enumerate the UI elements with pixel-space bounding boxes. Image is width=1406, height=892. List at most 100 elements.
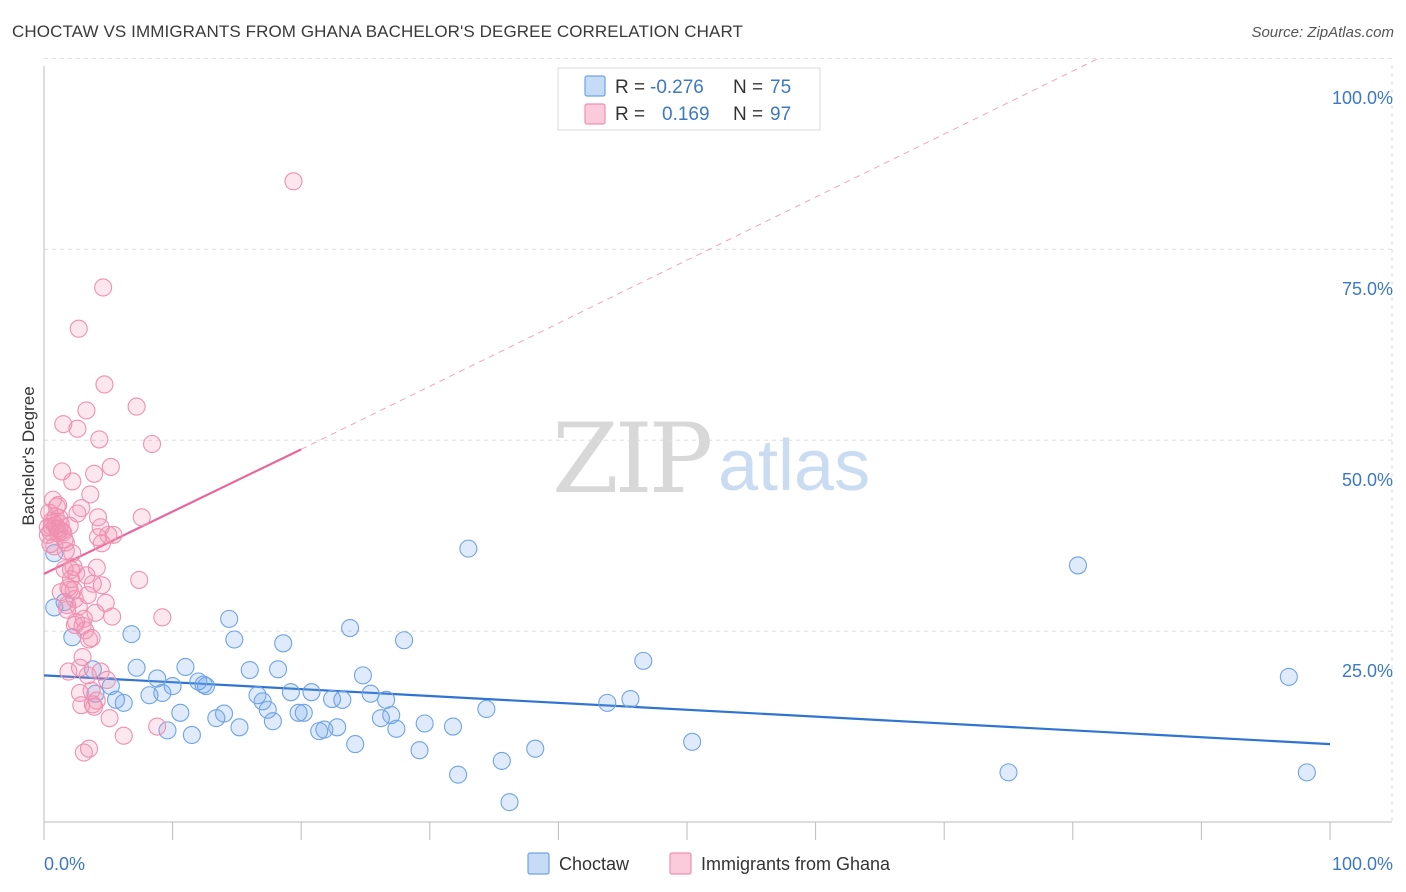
point-choctaw-30 <box>258 700 277 719</box>
point-choctaw-46 <box>361 684 380 703</box>
y-tick-label-25: 25.0% <box>1342 661 1393 681</box>
point-ghana-32 <box>79 739 99 758</box>
bottom-legend-label-choctaw: Choctaw <box>559 854 630 874</box>
point-choctaw-50 <box>387 719 406 738</box>
bottom-legend-swatch-ghana <box>669 852 692 875</box>
point-ghana-96 <box>91 662 110 681</box>
point-choctaw-34 <box>281 683 300 702</box>
point-choctaw-44 <box>346 735 365 754</box>
point-choctaw-26 <box>230 718 249 737</box>
point-ghana-16 <box>59 662 78 681</box>
point-ghana-76 <box>63 544 82 563</box>
point-ghana-48 <box>100 709 119 728</box>
point-choctaw-51 <box>395 631 414 650</box>
point-ghana-54 <box>130 570 149 589</box>
point-ghana-95 <box>70 658 90 677</box>
point-choctaw-17 <box>176 657 195 677</box>
point-choctaw-14 <box>158 721 177 740</box>
y-axis-title: Bachelor's Degree <box>19 386 38 525</box>
point-choctaw-31 <box>263 712 282 731</box>
point-choctaw-45 <box>353 666 372 685</box>
legend-n-value-2: 97 <box>770 104 791 125</box>
point-ghana-93 <box>60 580 79 599</box>
point-ghana-69 <box>82 681 101 700</box>
point-choctaw-12 <box>148 669 167 688</box>
point-choctaw-55 <box>449 765 468 784</box>
legend-n-label-2: N = <box>733 104 763 125</box>
point-choctaw-56 <box>459 539 478 558</box>
point-ghana-87 <box>74 609 93 628</box>
top-legend: R = -0.276 N = 75 R = 0.169 N = 97 <box>557 67 821 131</box>
point-choctaw-10 <box>127 658 146 677</box>
point-ghana-55 <box>132 508 151 527</box>
point-choctaw-9 <box>122 625 141 644</box>
point-ghana-92 <box>55 530 74 549</box>
point-ghana-23 <box>68 419 87 438</box>
point-ghana-42 <box>92 576 111 595</box>
point-ghana-19 <box>63 472 82 491</box>
point-ghana-94 <box>65 589 84 609</box>
point-ghana-30 <box>77 401 96 420</box>
point-choctaw-18 <box>182 725 201 744</box>
legend-swatch-ghana <box>584 103 606 125</box>
legend-r-label-2: R = <box>615 104 645 125</box>
legend-r-value-1: -0.276 <box>650 77 704 98</box>
point-ghana-44 <box>95 375 114 394</box>
point-ghana-12 <box>54 415 73 434</box>
legend-r-value-2: 0.169 <box>662 104 710 125</box>
point-ghana-59 <box>284 172 303 191</box>
point-ghana-85 <box>64 557 83 577</box>
point-ghana-49 <box>101 457 120 476</box>
point-ghana-88 <box>79 630 99 649</box>
point-ghana-61 <box>41 534 60 554</box>
point-ghana-57 <box>148 717 167 736</box>
point-choctaw-33 <box>274 634 293 653</box>
y-tick-label-75: 75.0% <box>1342 279 1393 299</box>
point-choctaw-48 <box>377 690 396 709</box>
chart-title: CHOCTAW VS IMMIGRANTS FROM GHANA BACHELO… <box>12 22 744 41</box>
point-choctaw-24 <box>220 609 239 628</box>
point-choctaw-66 <box>1068 556 1087 575</box>
point-ghana-24 <box>69 319 88 338</box>
legend-n-label-1: N = <box>733 77 763 98</box>
point-choctaw-65 <box>999 763 1018 782</box>
point-choctaw-25 <box>225 630 244 649</box>
point-ghana-80 <box>83 574 102 593</box>
x-tick-label-max: 100.0% <box>1332 854 1393 874</box>
y-tick-label-100: 100.0% <box>1332 88 1393 108</box>
point-ghana-21 <box>65 615 84 635</box>
point-choctaw-40 <box>323 690 342 709</box>
bottom-legend-label-ghana: Immigrants from Ghana <box>701 854 891 874</box>
point-ghana-90 <box>43 513 63 532</box>
point-choctaw-57 <box>477 699 496 719</box>
point-choctaw-62 <box>621 690 640 709</box>
point-ghana-81 <box>88 528 108 547</box>
point-ghana-40 <box>90 430 109 449</box>
point-choctaw-8 <box>114 693 133 712</box>
point-ghana-82 <box>49 496 68 515</box>
point-ghana-33 <box>81 485 100 504</box>
point-choctaw-61 <box>598 693 617 712</box>
point-choctaw-23 <box>214 704 234 723</box>
y-tick-label-50: 50.0% <box>1342 470 1393 490</box>
point-choctaw-68 <box>1297 763 1316 782</box>
point-ghana-89 <box>85 697 104 716</box>
point-choctaw-36 <box>294 703 313 722</box>
point-choctaw-35 <box>289 703 308 722</box>
point-choctaw-52 <box>410 741 429 760</box>
source-credit: Source: ZipAtlas.com <box>1251 24 1394 41</box>
point-choctaw-60 <box>526 739 545 758</box>
point-choctaw-27 <box>240 660 259 680</box>
point-ghana-56 <box>142 434 162 454</box>
point-ghana-53 <box>127 397 146 416</box>
bottom-legend: Choctaw Immigrants from Ghana <box>527 852 891 875</box>
point-choctaw-41 <box>328 718 347 737</box>
point-choctaw-13 <box>153 683 172 702</box>
point-ghana-58 <box>153 608 172 627</box>
point-choctaw-49 <box>382 706 401 725</box>
point-ghana-77 <box>68 504 87 523</box>
watermark-zip: ZIP <box>552 403 711 515</box>
point-ghana-43 <box>94 278 113 297</box>
point-choctaw-58 <box>492 751 511 770</box>
